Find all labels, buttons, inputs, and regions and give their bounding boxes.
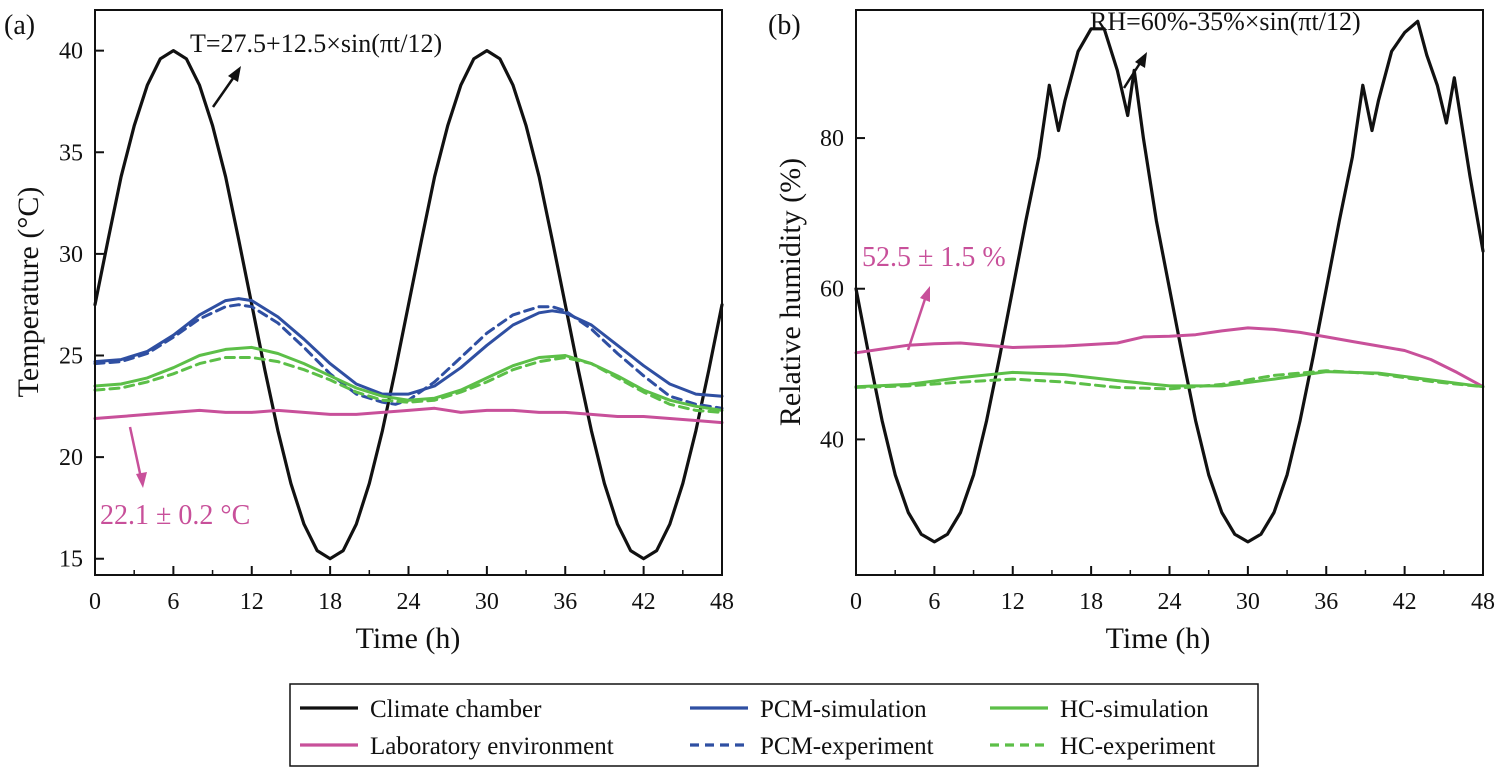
panel-a: (a) 0 6 12 18 24 30 36 42 48 15 20 25 30 35 40 Time (h… <box>4 9 734 655</box>
y-tick-label: 30 <box>59 242 83 268</box>
legend-label: PCM-simulation <box>760 696 927 723</box>
legend-label: Climate chamber <box>370 696 542 723</box>
y-tick-label: 40 <box>59 39 83 65</box>
legend: Climate chamber PCM-simulation HC-simulati… <box>289 683 1259 767</box>
x-tick-label: 6 <box>928 589 940 615</box>
y-tick-label: 25 <box>59 344 83 370</box>
x-tick-label: 24 <box>1158 589 1182 615</box>
legend-item-climate-chamber: Climate chamber <box>300 696 542 723</box>
panel-a-xlabel: Time (h) <box>356 622 461 655</box>
legend-label: PCM-experiment <box>760 733 934 760</box>
x-tick-label: 12 <box>1001 589 1025 615</box>
x-tick-label: 18 <box>318 589 342 615</box>
panel-a-annotation-arrow <box>128 426 147 488</box>
legend-item-hc-experiment: HC-experiment <box>990 733 1216 760</box>
y-tick-label: 20 <box>59 445 83 471</box>
panel-a-ticks: 0 6 12 18 24 30 36 42 48 15 20 25 30 35 40 <box>59 39 734 615</box>
x-tick-label: 6 <box>167 589 179 615</box>
panel-a-equation-arrow <box>211 66 241 108</box>
panel-b-annotation-arrow <box>906 286 930 351</box>
legend-label: HC-experiment <box>1060 733 1216 760</box>
panel-b-ylabel: Relative humidity (%) <box>774 158 807 426</box>
x-tick-label: 24 <box>397 589 421 615</box>
panel-a-ylabel: Temperature (°C) <box>12 187 45 398</box>
y-tick-label: 60 <box>820 277 844 303</box>
x-tick-label: 18 <box>1079 589 1103 615</box>
x-tick-label: 36 <box>1314 589 1338 615</box>
panel-b-series-hc-simulation <box>854 370 1485 389</box>
x-tick-label: 0 <box>850 589 862 615</box>
panel-a-tag: (a) <box>4 10 35 41</box>
panel-a-series-hc-experiment <box>93 356 724 414</box>
x-tick-label: 42 <box>632 589 656 615</box>
legend-item-laboratory-environment: Laboratory environment <box>300 733 614 760</box>
x-tick-label: 30 <box>475 589 499 615</box>
y-tick-label: 35 <box>59 140 83 166</box>
panel-b-equation-arrow <box>1122 52 1147 89</box>
panel-a-series-hc-simulation <box>93 345 724 412</box>
panel-b-series-climate-chamber <box>854 19 1485 544</box>
panel-a-equation: T=27.5+12.5×sin(πt/12) <box>190 29 442 58</box>
panel-b-series-hc-experiment <box>854 369 1485 391</box>
panel-a-series-laboratory-environment <box>93 406 724 425</box>
panel-a-lab-annotation: 22.1 ± 0.2 °C <box>100 500 250 531</box>
x-tick-label: 30 <box>1236 589 1260 615</box>
panel-a-frame <box>94 9 723 576</box>
legend-item-pcm-simulation: PCM-simulation <box>690 696 927 723</box>
panel-b-xlabel: Time (h) <box>1106 622 1211 655</box>
x-tick-label: 48 <box>710 589 734 615</box>
panel-a-series-pcm-experiment <box>93 303 724 410</box>
legend-box <box>289 683 1259 767</box>
panel-a-series <box>93 48 724 561</box>
panel-b-series-laboratory-environment <box>854 326 1485 389</box>
legend-items: Climate chamber PCM-simulation HC-simulati… <box>300 696 1216 760</box>
x-tick-label: 42 <box>1393 589 1417 615</box>
x-tick-label: 12 <box>240 589 264 615</box>
y-tick-label: 40 <box>820 427 844 453</box>
legend-label: Laboratory environment <box>370 733 614 760</box>
x-tick-label: 0 <box>89 589 101 615</box>
panel-b-equation: RH=60%-35%×sin(πt/12) <box>1090 7 1361 36</box>
panel-b-lab-annotation: 52.5 ± 1.5 % <box>862 242 1006 273</box>
y-tick-label: 80 <box>820 126 844 152</box>
x-tick-label: 48 <box>1471 589 1495 615</box>
panel-a-series-pcm-simulation <box>93 297 724 398</box>
panel-b-ticks: 0 6 12 18 24 30 36 42 48 40 60 80 <box>820 126 1495 615</box>
panel-b-tag: (b) <box>768 10 801 41</box>
panel-a-series-climate-chamber <box>93 48 724 561</box>
legend-item-pcm-experiment: PCM-experiment <box>690 733 934 760</box>
panel-b-series <box>854 19 1485 544</box>
legend-item-hc-simulation: HC-simulation <box>990 696 1209 723</box>
legend-label: HC-simulation <box>1060 696 1209 723</box>
x-tick-label: 36 <box>553 589 577 615</box>
panel-b: (b) 0 6 12 18 24 30 36 42 48 40 60 80 Time (h) Rela… <box>768 7 1495 655</box>
y-tick-label: 15 <box>59 547 83 573</box>
